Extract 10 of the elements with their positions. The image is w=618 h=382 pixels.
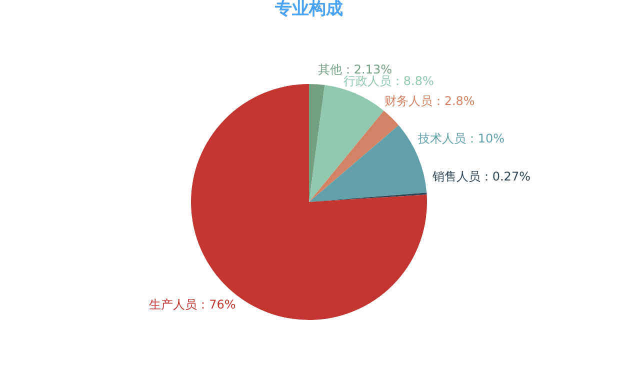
slice-label: 生产人员：76% xyxy=(149,298,236,312)
pie-slice xyxy=(309,85,384,202)
slice-label: 财务人员：2.8% xyxy=(384,94,475,108)
slice-label: 技术人员：10% xyxy=(416,132,505,146)
slice-label: 销售人员：0.27% xyxy=(431,169,530,184)
pie-slice xyxy=(309,84,325,202)
slice-label: 其他：2.13% xyxy=(318,62,392,76)
slice-label: 行政人员：8.8% xyxy=(343,74,434,88)
pie-slice xyxy=(309,110,399,202)
pie-slice xyxy=(309,192,427,202)
